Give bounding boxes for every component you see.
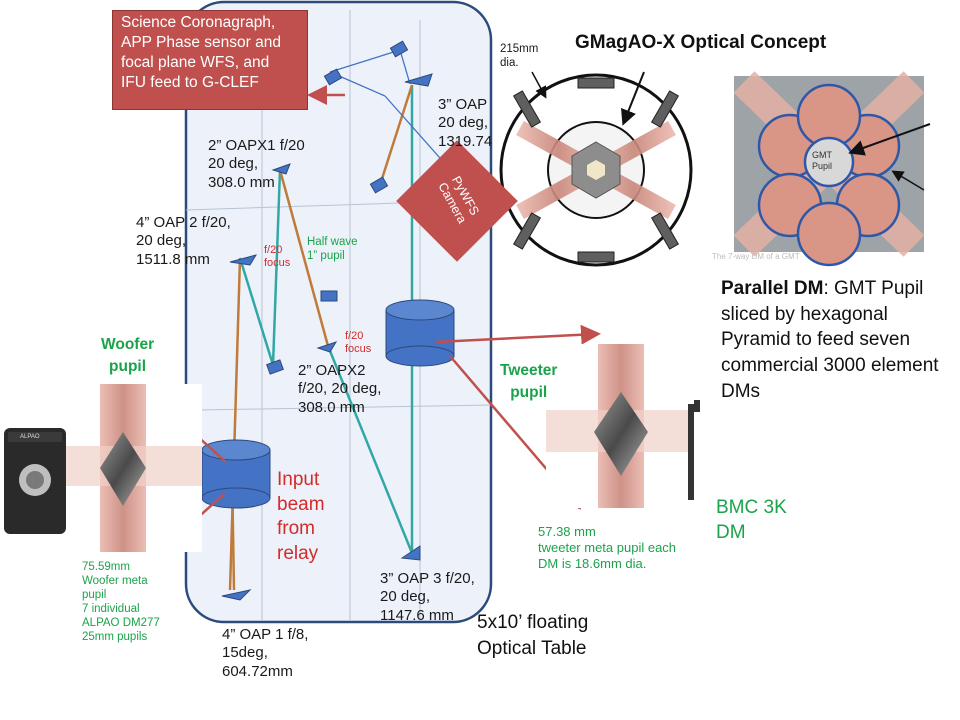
mirror-elements xyxy=(221,40,433,601)
f20-focus-label-2: f/20 focus xyxy=(345,330,372,356)
pyramid-slicer-illustration xyxy=(499,71,693,267)
tweeter-meta-pupil-label: 57.38 mm tweeter meta pupil each DM is 1… xyxy=(538,524,677,571)
oap2-label: 4” OAP 2 f/20, 20 deg, 1511.8 mm xyxy=(136,214,231,268)
science-coronagraph-box: Science Coronagraph, APP Phase sensor an… xyxy=(112,10,308,110)
faint-caption: The 7-way DM of a GMT xyxy=(712,252,800,261)
oap3-bottom-label: 3” OAP 3 f/20, 20 deg, 1147.6 mm xyxy=(380,570,475,624)
diameter-label: 215mm dia. xyxy=(500,43,539,70)
oapx2-mirror xyxy=(266,359,284,375)
fold-mirror-3 xyxy=(369,176,389,194)
tweeter-pupil-render xyxy=(546,344,700,508)
fold-mirror-2 xyxy=(389,40,409,58)
half-wave-pupil-label: Half wave 1” pupil xyxy=(307,236,358,263)
pywfs-camera-label: PyWFS Camera xyxy=(435,173,482,226)
alpao-dm-photo xyxy=(4,428,66,534)
bmc-dm-label: BMC 3K DM xyxy=(716,497,787,543)
diagram-title: GMagAO-X Optical Concept xyxy=(575,32,827,53)
oap3-top-label: 3” OAP 20 deg, 1319.74 xyxy=(438,96,493,150)
woofer-pupil-render xyxy=(66,384,202,552)
parallel-dm-text: : GMT Pupil sliced by hexagonal Pyramid … xyxy=(721,278,939,402)
tweeter-pupil-label: Tweeter pupil xyxy=(500,362,558,402)
woofer-meta-pupil-label: 75.59mm Woofer meta pupil 7 individual A… xyxy=(82,561,160,644)
gmt-pupil-render xyxy=(733,71,931,267)
woofer-pupil-label: Woofer pupil xyxy=(101,336,155,376)
parallel-dm-description: Parallel DM: GMT Pupil sliced by hexagon… xyxy=(721,276,951,404)
oap2-mirror xyxy=(229,254,258,266)
f20-focus-mirror xyxy=(316,341,338,353)
parallel-dm-heading: Parallel DM xyxy=(721,278,824,299)
oap1-label: 4” OAP 1 f/8, 15deg, 604.72mm xyxy=(222,626,309,680)
oap1-mirror xyxy=(221,589,252,601)
oap3-top-mirror xyxy=(404,73,433,87)
oap3-bottom-mirror xyxy=(400,545,421,561)
oapx2-label: 2” OAPX2 f/20, 20 deg, 308.0 mm xyxy=(298,362,382,416)
half-wave-pupil-mirror xyxy=(320,290,338,302)
optical-table-label: 5x10’ floating Optical Table xyxy=(477,612,589,659)
oapx1-label: 2” OAPX1 f/20 20 deg, 308.0 mm xyxy=(208,137,305,191)
gmt-pupil-label: GMT Pupil xyxy=(812,150,833,171)
input-beam-label: Input beam from relay xyxy=(277,469,325,565)
optical-beam-path xyxy=(228,49,456,591)
alpao-brand-label: ALPAO xyxy=(20,434,40,440)
fold-mirror-1 xyxy=(323,68,343,86)
f20-focus-label-1: f/20 focus xyxy=(264,244,291,270)
oapx1-mirror xyxy=(271,163,291,175)
tweeter-cylinder xyxy=(385,299,455,367)
